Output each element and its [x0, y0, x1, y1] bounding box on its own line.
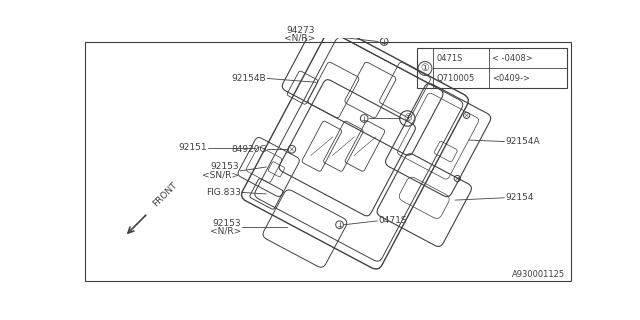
Text: <N/R>: <N/R> [284, 34, 315, 43]
Text: 92154A: 92154A [505, 137, 540, 146]
Text: 92153: 92153 [212, 219, 241, 228]
Text: ①: ① [403, 114, 412, 124]
Bar [417, 48, 566, 88]
Text: 0471S: 0471S [378, 216, 406, 225]
Text: Q710005: Q710005 [436, 74, 475, 83]
Text: FRONT: FRONT [151, 180, 179, 209]
Text: 0471S: 0471S [436, 54, 463, 63]
Text: 94273: 94273 [287, 26, 315, 35]
Text: <0409->: <0409-> [492, 74, 530, 83]
Text: 92154B: 92154B [232, 74, 266, 83]
Text: FIG.833: FIG.833 [206, 188, 241, 197]
Text: < -0408>: < -0408> [492, 54, 532, 63]
Text: 92153: 92153 [211, 163, 239, 172]
Text: 92151: 92151 [179, 143, 207, 152]
Text: <SN/R>: <SN/R> [202, 170, 239, 179]
Text: 84920G: 84920G [231, 145, 266, 154]
Text: A930001125: A930001125 [512, 270, 565, 279]
Text: ①: ① [420, 63, 429, 73]
Text: 92154: 92154 [505, 193, 534, 202]
Text: <N/R>: <N/R> [210, 227, 241, 236]
